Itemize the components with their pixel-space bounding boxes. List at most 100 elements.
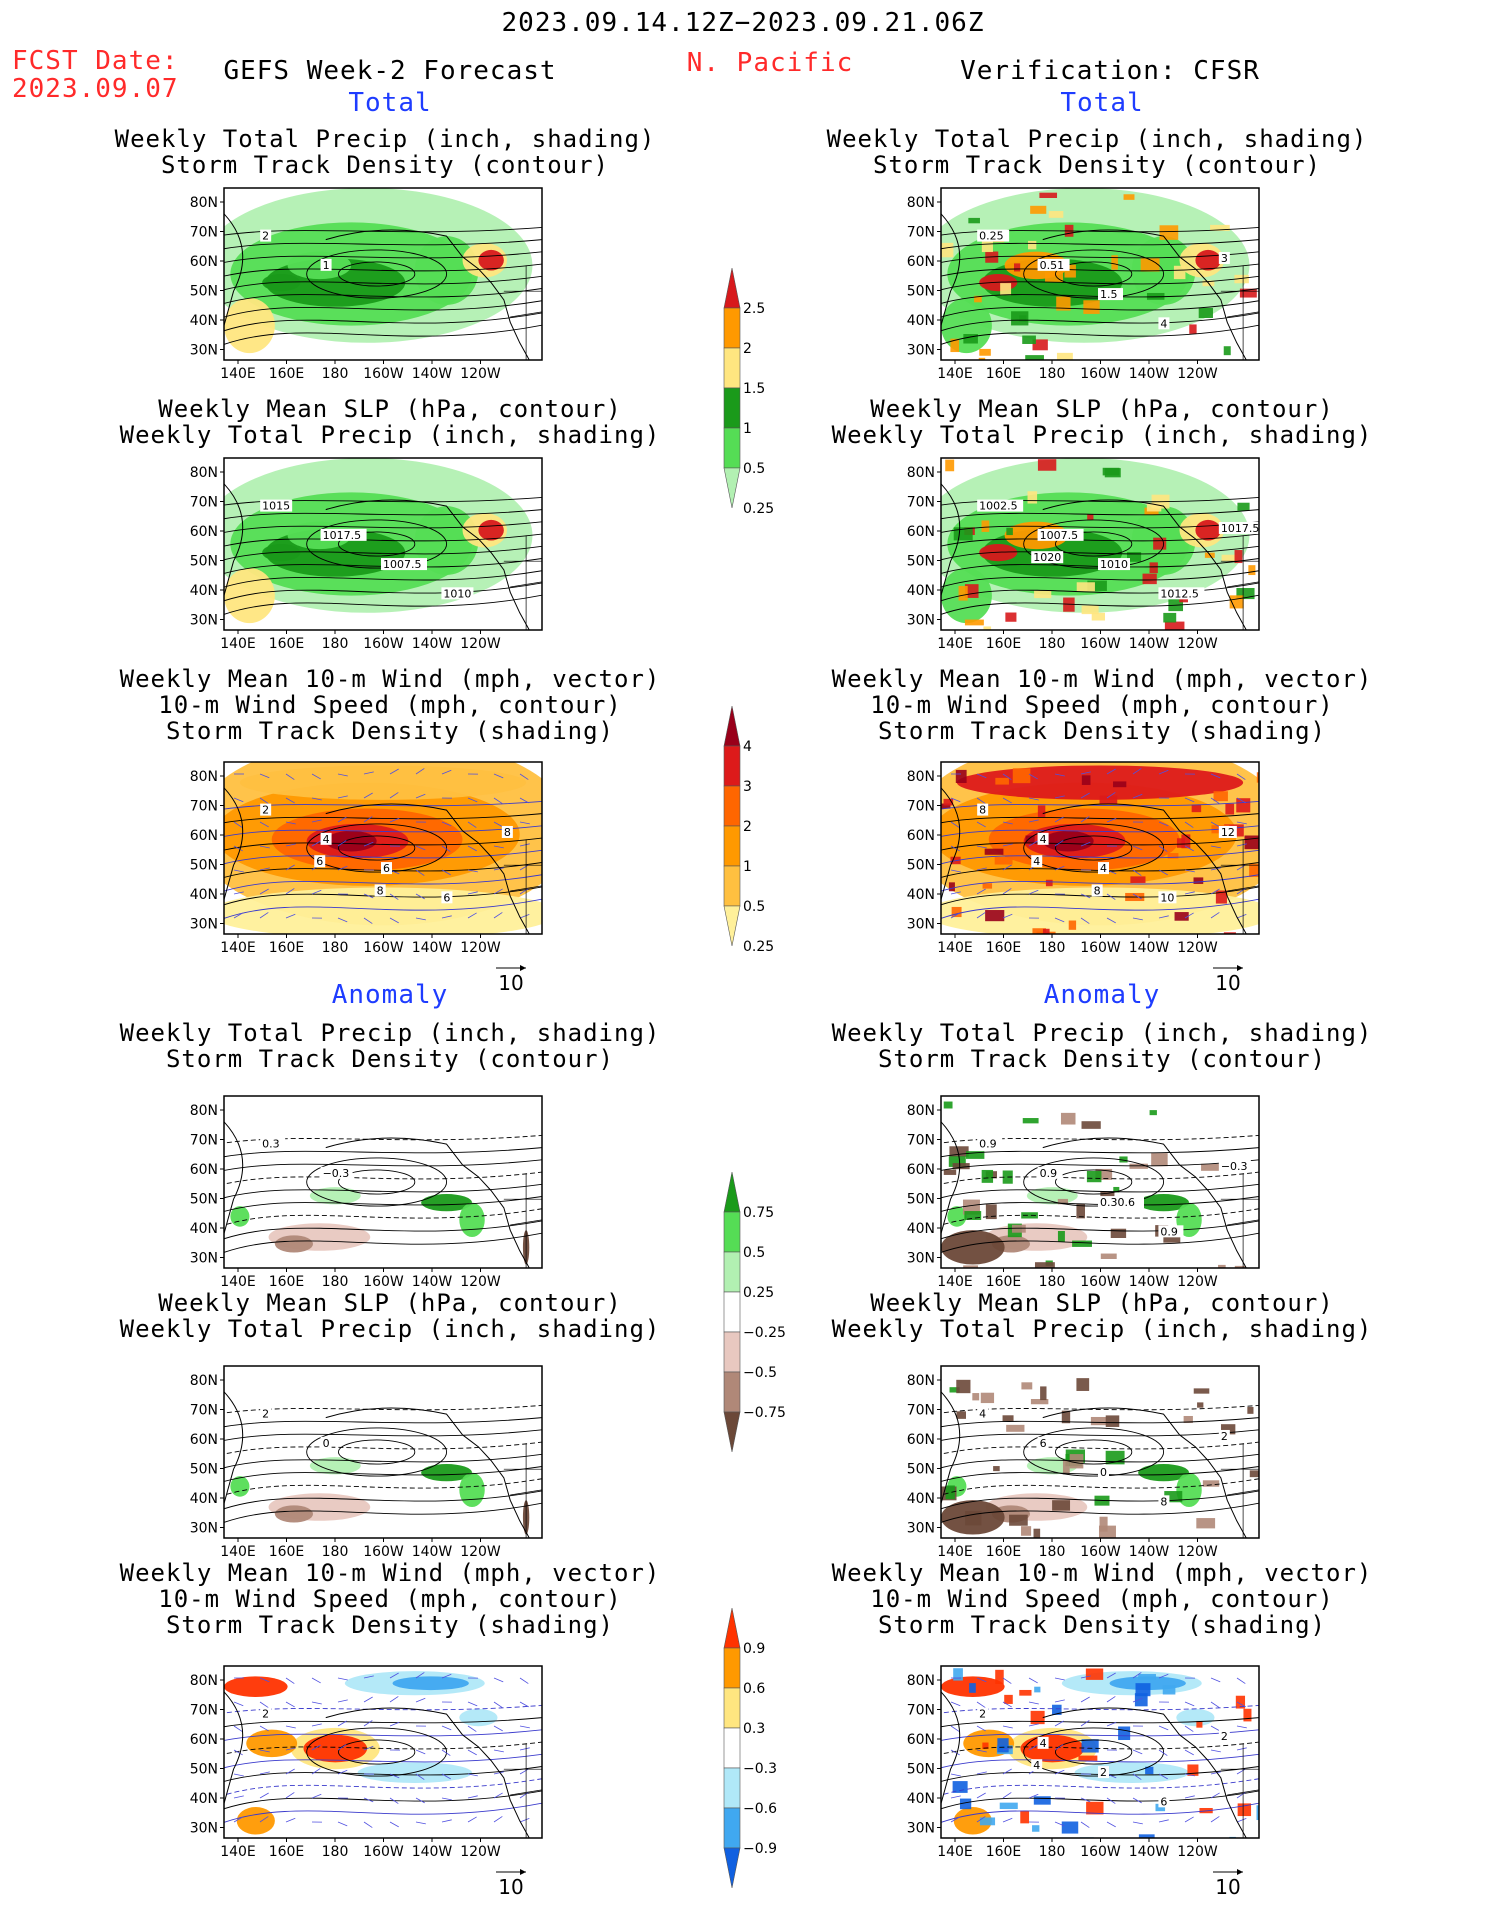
colorbar-label: 0.5 [743,899,765,915]
reference-vector-label: 10 [498,1875,523,1899]
shading-cell [1014,263,1021,272]
wind-vector [337,1769,348,1775]
wind-vector [1054,1769,1065,1775]
contour-line [224,1790,542,1810]
wind-vector [311,1768,321,1775]
shading-area [421,1194,473,1212]
state-borders [503,535,542,630]
shading-cell [963,334,978,344]
contour-loop [1023,823,1165,873]
shading-cell [1235,1695,1246,1709]
wind-vector [1158,869,1168,876]
lon-tick-label: 180 [1039,1544,1066,1560]
wind-vector [259,797,269,804]
shading-cell [1202,1480,1220,1487]
lon-tick-label: 140W [412,636,453,652]
wind-vector [1184,1773,1195,1777]
lat-tick-label: 30N [907,343,935,359]
wind-vector [519,864,529,871]
wind-vector [1080,893,1091,899]
lat-tick-label: 80N [190,1103,218,1119]
contour-line [224,862,542,878]
wind-vector [1028,797,1039,801]
lat-tick-label: 30N [190,917,218,933]
shading-area [274,1505,314,1523]
lat-tick-label: 80N [907,465,935,481]
shading-cell [1248,565,1256,576]
lat-tick-label: 80N [190,1373,218,1389]
wind-vector [285,913,296,919]
shading-cell [1134,1693,1148,1707]
lat-tick-label: 60N [190,1162,218,1178]
contour-loop [1023,1157,1165,1207]
shading-area [309,1457,361,1475]
wind-vector [950,869,961,873]
lon-tick-label: 140W [1129,366,1170,382]
shading-cell [1090,1416,1107,1426]
wind-vector [1106,817,1117,823]
lon-tick-label: 140W [412,366,453,382]
contour-line [941,874,1259,892]
coastline [325,803,463,832]
contour-label: 0 [1100,1466,1107,1479]
lat-tick-label: 80N [907,1373,935,1389]
contour-label: 0.30.6 [1100,1196,1135,1209]
reference-vector-head [520,965,526,971]
lat-tick-label: 50N [190,284,218,300]
shading-cell [1187,1764,1199,1776]
wind-vector [233,1701,244,1707]
shading-area [224,568,275,624]
lat-tick-label: 30N [907,1251,935,1267]
contour-line [224,1147,542,1158]
contour-line [224,594,542,616]
contour-line [224,300,542,318]
state-borders [1220,535,1259,630]
contour-loop [338,531,416,557]
shading-cell [1030,1399,1049,1405]
wind-vector [976,821,986,828]
colorbar-segment [723,1371,741,1413]
lon-tick-label: 140E [937,1274,973,1290]
shading-cell [994,857,1013,865]
wind-vector [976,1701,986,1708]
shading-cell [943,1101,953,1109]
contour-line [941,558,1259,574]
shading-cell [1149,1110,1157,1116]
wind-vector [950,912,960,919]
lat-tick-label: 50N [190,858,218,874]
shading-cell [997,1738,1009,1753]
shading-cell [1025,355,1044,360]
shading-cell [1173,265,1186,280]
lat-tick-label: 50N [907,1192,935,1208]
wind-vector [950,1749,960,1756]
shading-cell [958,585,968,601]
contour-line [224,1490,542,1510]
wind-vector [363,1675,374,1679]
colorbar-cap [723,1847,741,1889]
contour-line [941,1790,1259,1810]
contour-line [224,1441,542,1455]
shading-area [309,1187,361,1205]
wind-vector [976,1771,987,1775]
lat-tick-label: 40N [190,1491,218,1507]
contour-line [941,1778,1259,1796]
wind-vector [363,1696,373,1703]
lat-tick-label: 50N [907,1462,935,1478]
wind-vector [1132,1797,1142,1804]
wind-vector [1054,1744,1064,1751]
lon-tick-label: 140E [220,1844,256,1860]
contour-label: 1017.5 [323,529,362,542]
state-borders [1220,1173,1259,1268]
contour-line [224,570,542,588]
contour-line [941,1729,1259,1741]
wind-vector [519,821,530,825]
wind-vector [493,821,503,828]
wind-vector [1002,1701,1012,1708]
lat-tick-label: 30N [190,1251,218,1267]
contour-line [224,1704,542,1714]
shading-cell [1223,346,1231,356]
wind-vector [285,1768,295,1775]
lat-tick-label: 60N [907,254,935,270]
shading-cell [1034,1686,1041,1693]
lat-tick-label: 80N [907,769,935,785]
